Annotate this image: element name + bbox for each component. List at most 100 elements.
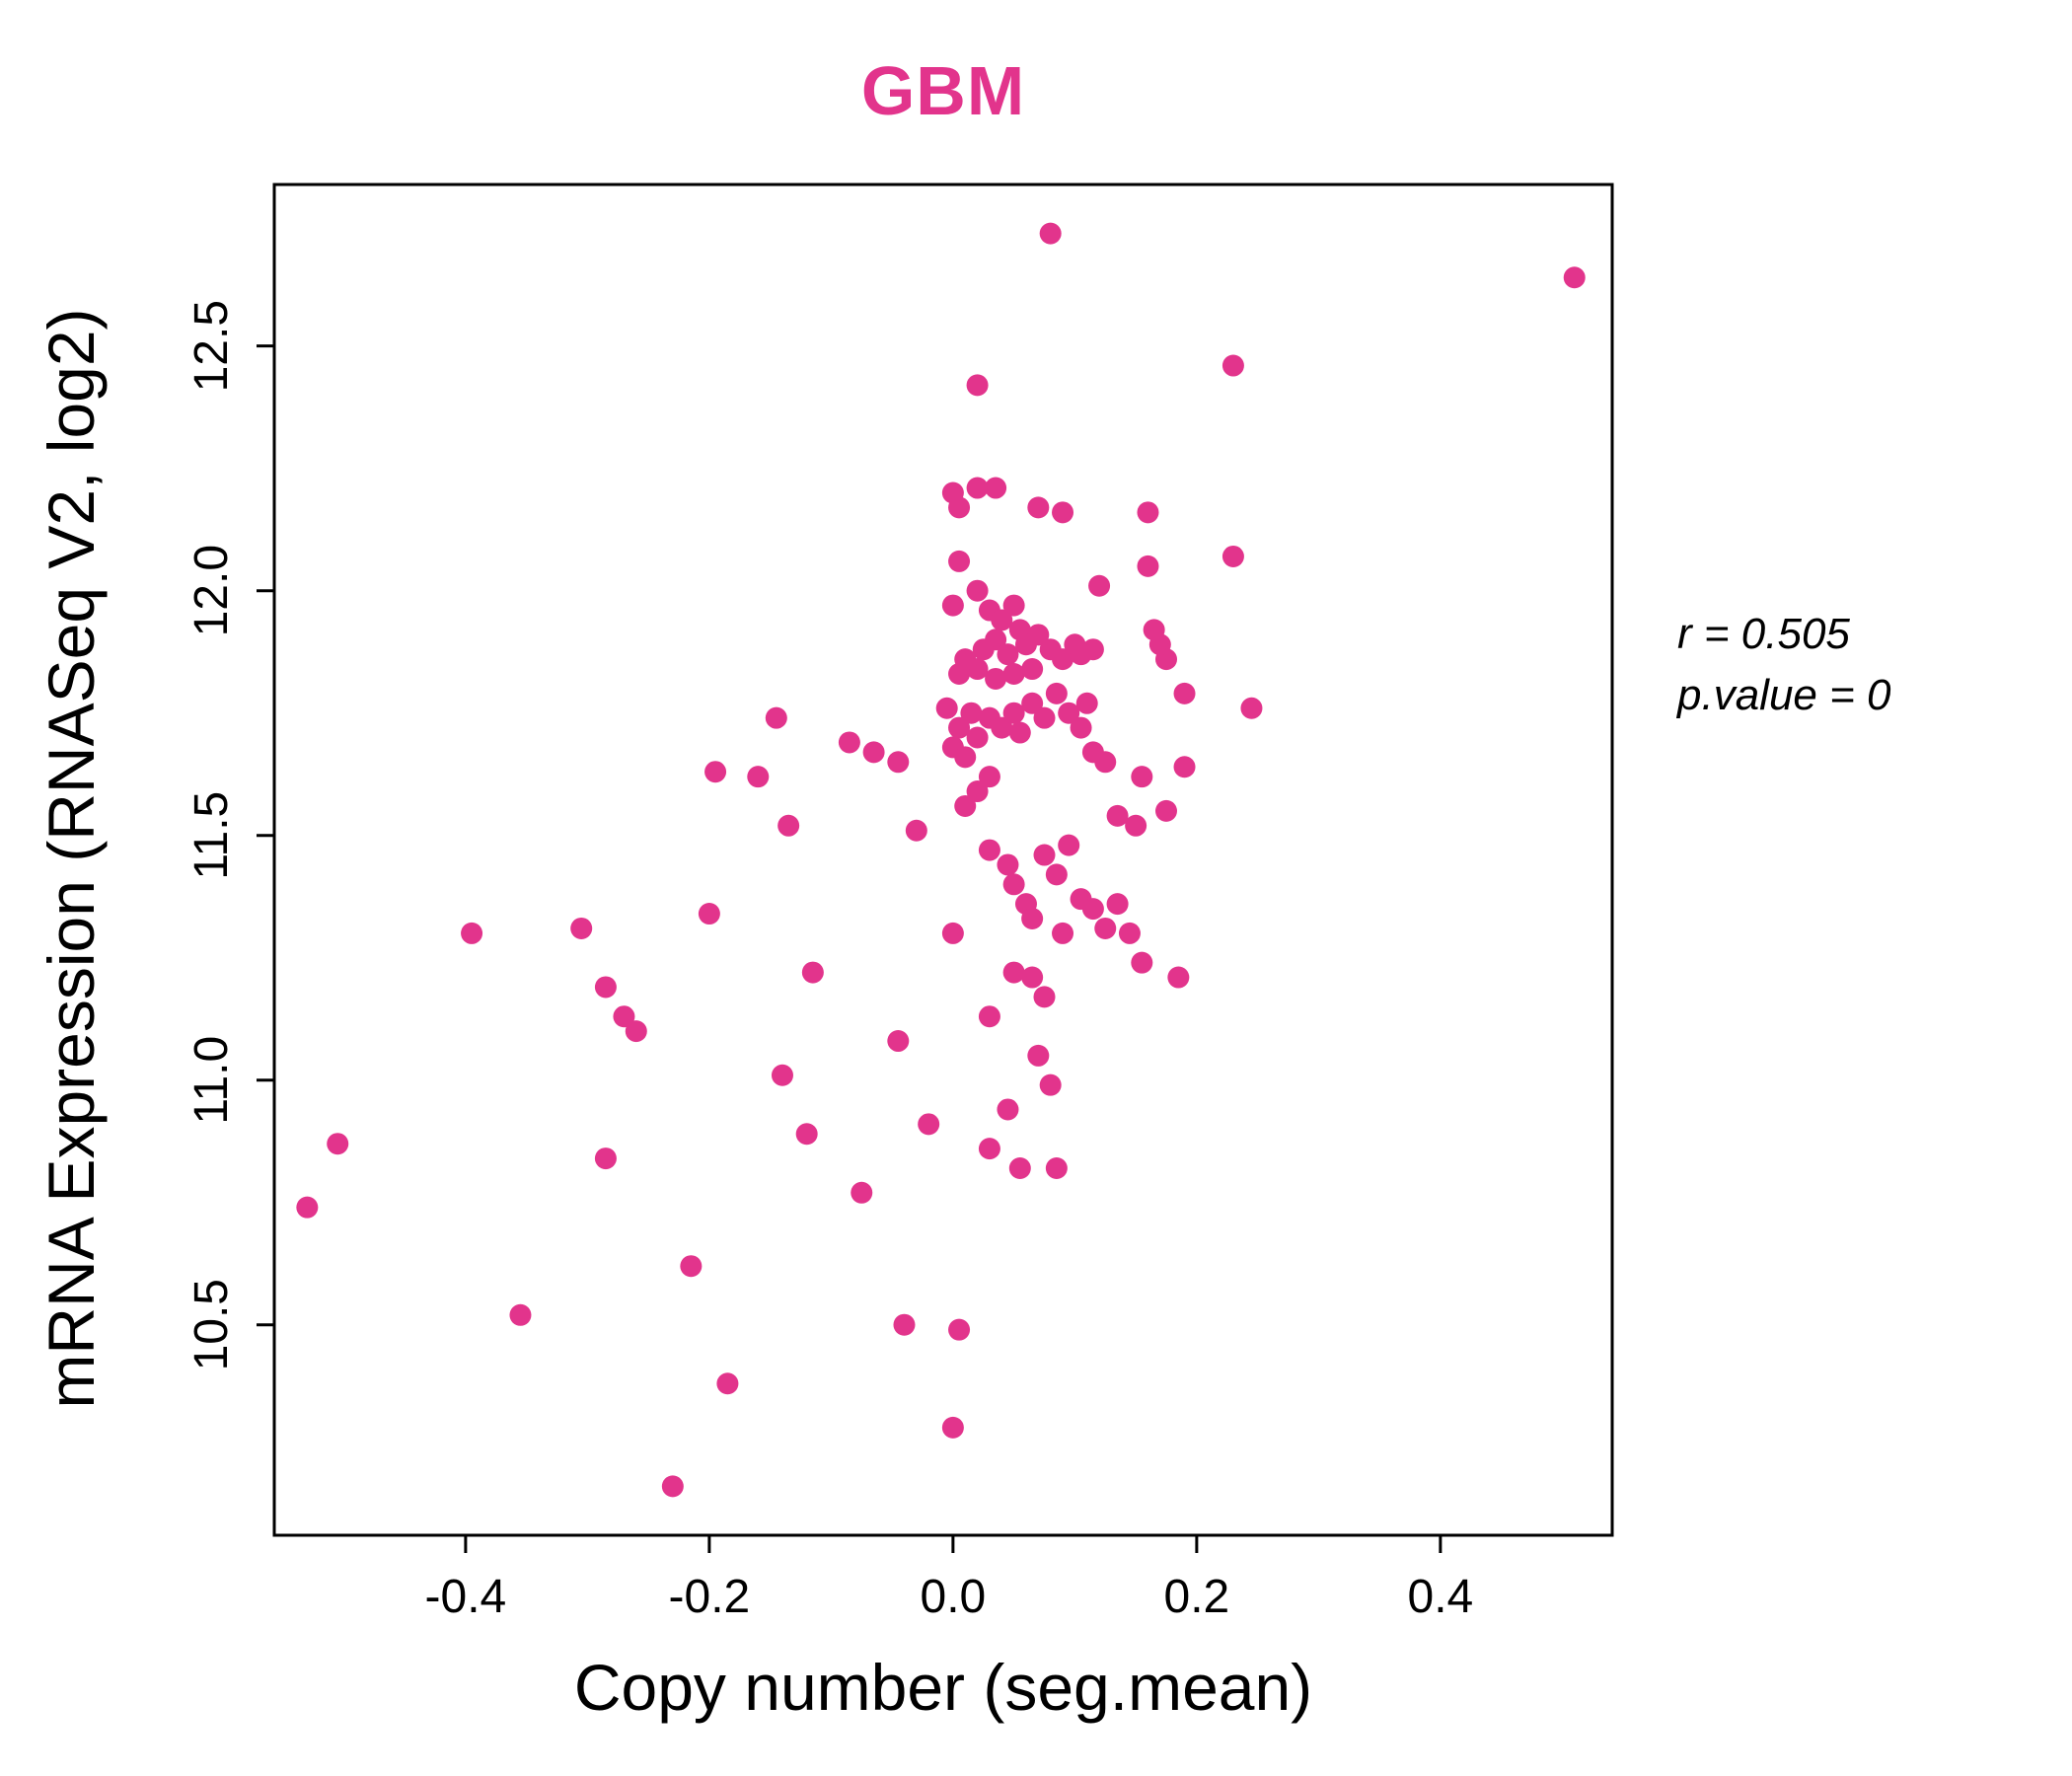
data-point: [509, 1303, 532, 1326]
data-point: [1052, 648, 1074, 671]
data-point: [1155, 799, 1177, 822]
data-point: [1039, 1073, 1062, 1096]
data-point: [1021, 658, 1044, 681]
stats-annotation: r = 0.505 p.value = 0: [1677, 604, 2052, 725]
data-point: [1021, 692, 1044, 714]
data-point: [948, 663, 971, 686]
chart-title: GBM: [860, 52, 1026, 129]
data-point: [918, 1113, 940, 1136]
y-axis-label: mRNA Expression (RNASeq V2, log2): [35, 308, 108, 1409]
x-tick-label: 0.4: [1408, 1571, 1474, 1623]
data-point: [765, 706, 787, 729]
data-point: [1033, 844, 1056, 866]
data-point: [1094, 917, 1117, 939]
data-point: [1008, 1156, 1031, 1179]
data-point: [1002, 663, 1025, 686]
x-tick-label: -0.2: [669, 1571, 751, 1623]
data-point: [801, 961, 824, 984]
data-point: [698, 903, 720, 925]
data-point: [862, 741, 885, 764]
data-point: [1027, 496, 1050, 519]
data-point: [1039, 222, 1062, 245]
data-point: [1131, 951, 1153, 974]
data-point: [296, 1196, 319, 1219]
p-value-text: p.value = 0: [1677, 670, 1891, 719]
x-tick-label: 0.0: [921, 1571, 987, 1623]
data-point: [1008, 721, 1031, 744]
plot-border: [272, 183, 1614, 1537]
x-axis-label: Copy number (seg.mean): [573, 1651, 1313, 1724]
data-point: [978, 839, 1000, 861]
data-point: [795, 1123, 818, 1146]
data-point: [1106, 804, 1129, 827]
x-tick-label: 0.2: [1164, 1571, 1230, 1623]
data-point: [1002, 702, 1025, 724]
data-point: [1563, 266, 1586, 289]
data-point: [1033, 986, 1056, 1008]
data-point: [1088, 574, 1111, 597]
data-point: [985, 667, 1007, 690]
data-point: [1167, 966, 1190, 989]
data-point: [1002, 594, 1025, 617]
data-point: [1221, 354, 1244, 377]
data-point: [1118, 922, 1141, 944]
data-point: [966, 726, 989, 749]
data-point: [1021, 908, 1044, 930]
data-point: [851, 1181, 873, 1204]
data-point: [704, 761, 727, 783]
data-point: [1173, 756, 1196, 778]
data-point: [1148, 633, 1171, 656]
data-point: [887, 1030, 910, 1053]
data-point: [1070, 716, 1092, 739]
data-point: [771, 1064, 793, 1086]
data-point: [625, 1020, 647, 1043]
data-point: [1131, 766, 1153, 788]
data-point: [747, 766, 770, 788]
data-point: [1173, 682, 1196, 704]
data-point: [893, 1313, 916, 1336]
data-point: [954, 746, 977, 769]
y-tick-label: 11.0: [185, 1036, 238, 1125]
data-point: [1045, 1156, 1068, 1179]
data-point: [1052, 501, 1074, 524]
data-point: [327, 1133, 349, 1155]
data-point: [954, 794, 977, 817]
data-point: [948, 1318, 971, 1341]
data-point: [1081, 638, 1104, 661]
y-tick-label: 10.5: [185, 1279, 238, 1370]
data-point: [948, 716, 971, 739]
data-point: [1058, 834, 1080, 856]
data-point: [838, 731, 860, 754]
data-point: [978, 1005, 1000, 1028]
data-point: [966, 780, 989, 803]
data-point: [1240, 697, 1263, 719]
data-point: [887, 751, 910, 774]
data-point: [680, 1255, 703, 1278]
y-tick-label: 11.5: [185, 791, 238, 880]
data-point: [905, 819, 927, 842]
data-point: [1045, 682, 1068, 704]
data-point: [594, 976, 617, 999]
data-point: [1221, 545, 1244, 567]
data-point: [966, 579, 989, 602]
data-point: [966, 374, 989, 397]
data-point: [978, 1138, 1000, 1160]
y-tick-label: 12.5: [185, 300, 238, 392]
data-point: [1045, 863, 1068, 886]
data-point: [1002, 961, 1025, 984]
data-point: [1137, 501, 1159, 524]
data-point: [941, 922, 964, 944]
data-point: [661, 1475, 684, 1498]
data-point: [1075, 692, 1098, 714]
data-point: [966, 477, 989, 499]
data-point: [777, 814, 800, 837]
data-point: [991, 716, 1013, 739]
data-point: [1094, 751, 1117, 774]
data-point: [948, 550, 971, 572]
data-point: [941, 594, 964, 617]
data-point: [1021, 966, 1044, 989]
data-point: [997, 853, 1019, 876]
data-point: [941, 1416, 964, 1439]
